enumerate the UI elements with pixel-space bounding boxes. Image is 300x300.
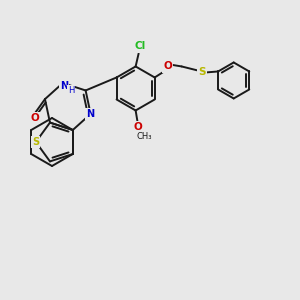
Text: O: O (163, 61, 172, 71)
Text: S: S (32, 137, 39, 147)
Text: N: N (87, 109, 95, 119)
Text: N: N (60, 81, 68, 91)
Text: CH₃: CH₃ (137, 133, 152, 142)
Text: S: S (198, 68, 206, 77)
Text: O: O (31, 113, 39, 123)
Text: H: H (68, 85, 74, 94)
Text: O: O (133, 122, 142, 133)
Text: Cl: Cl (134, 41, 145, 52)
